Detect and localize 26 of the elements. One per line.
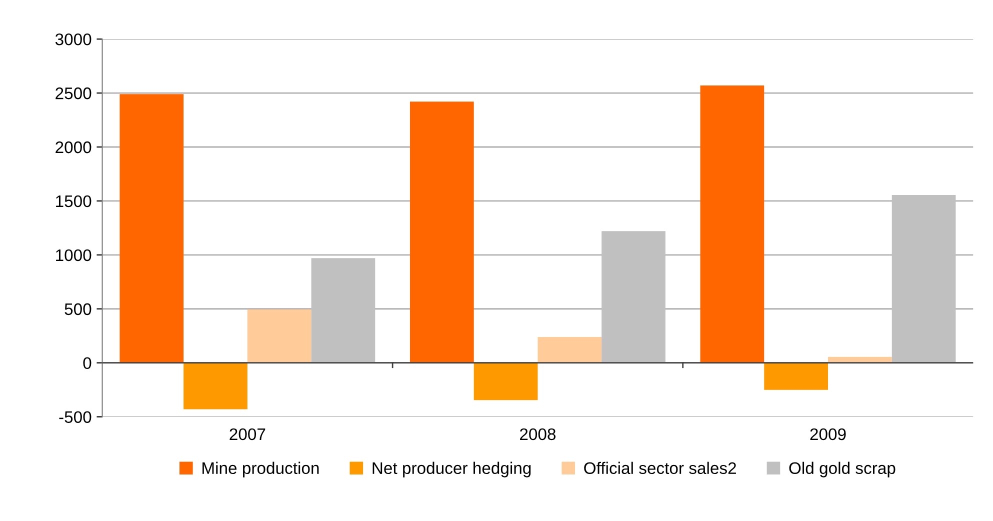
legend-label: Net producer hedging bbox=[372, 462, 531, 478]
y-tick-label: 2000 bbox=[56, 141, 92, 154]
x-tick-label: 2007 bbox=[230, 428, 266, 440]
y-tick-label: -500 bbox=[59, 411, 92, 424]
bar bbox=[892, 195, 956, 363]
y-tick-label: 3000 bbox=[55, 33, 92, 46]
legend-label: Old gold scrap bbox=[789, 462, 896, 478]
bar bbox=[311, 258, 376, 363]
bar bbox=[764, 362, 828, 390]
x-tick-label: 2009 bbox=[810, 428, 846, 440]
bar bbox=[602, 231, 666, 363]
y-tick-label: 2500 bbox=[56, 87, 92, 100]
bar bbox=[410, 102, 474, 363]
y-tick-label: 1500 bbox=[56, 195, 92, 208]
bar bbox=[700, 85, 764, 363]
bar bbox=[538, 336, 602, 363]
bar bbox=[120, 94, 184, 363]
y-tick-label: 0 bbox=[83, 357, 92, 370]
legend-label: Official sector sales2 bbox=[584, 462, 736, 474]
y-tick-label: 1000 bbox=[56, 249, 92, 262]
bar bbox=[474, 362, 538, 400]
bar bbox=[247, 309, 312, 363]
bar bbox=[184, 362, 248, 410]
legend-label: Mine production bbox=[202, 462, 319, 478]
y-tick-label: 500 bbox=[64, 303, 92, 316]
x-tick-label: 2008 bbox=[520, 428, 556, 440]
